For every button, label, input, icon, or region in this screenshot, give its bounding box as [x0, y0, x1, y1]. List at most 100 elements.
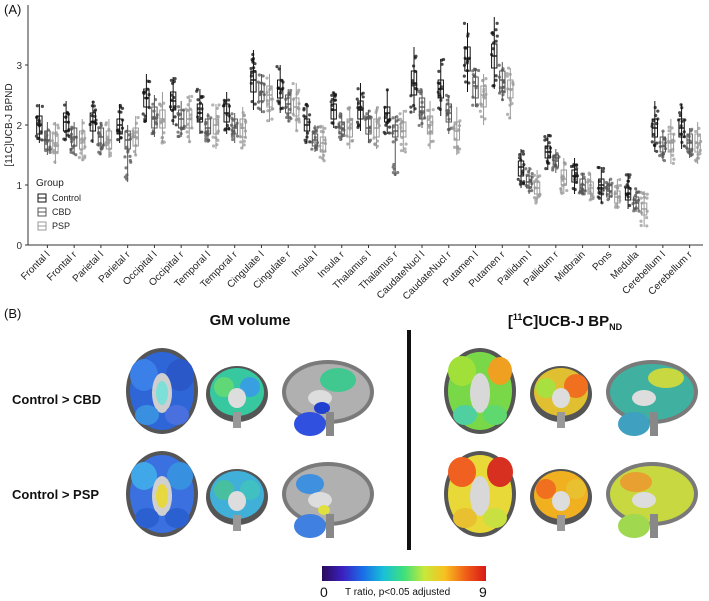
data-point — [97, 150, 101, 154]
box — [231, 118, 238, 135]
data-point — [242, 143, 246, 147]
data-point — [575, 166, 579, 171]
data-point — [83, 154, 87, 158]
data-point — [628, 187, 632, 191]
data-point — [291, 81, 295, 86]
data-point — [491, 31, 495, 35]
data-point — [497, 63, 501, 67]
data-point — [143, 117, 147, 121]
data-point — [173, 115, 177, 119]
brain-gm-cbd-sagittal — [282, 360, 374, 436]
data-point — [650, 140, 654, 144]
data-point — [678, 113, 682, 118]
box — [499, 70, 506, 93]
data-point — [74, 153, 78, 157]
brain-ucbj-cbd-coronal — [530, 366, 592, 428]
data-point — [119, 136, 123, 140]
x-tick-label: Insula l — [290, 249, 320, 279]
data-point — [596, 165, 600, 170]
data-point — [476, 68, 481, 73]
data-point — [257, 73, 261, 77]
data-point — [414, 54, 418, 58]
data-point — [227, 98, 231, 102]
data-point — [569, 164, 574, 169]
data-point — [639, 219, 643, 223]
data-point — [123, 155, 127, 159]
data-point — [342, 128, 346, 132]
data-point — [521, 152, 526, 156]
data-point — [645, 216, 649, 220]
chart-legend: Group Control CBD PSP — [36, 178, 81, 231]
data-point — [265, 76, 269, 80]
data-point — [338, 112, 342, 116]
data-point — [261, 74, 265, 78]
data-point — [318, 124, 323, 128]
data-point — [217, 103, 221, 107]
data-point — [129, 160, 133, 164]
data-point — [211, 144, 216, 148]
data-point — [403, 147, 407, 151]
data-point — [690, 152, 694, 156]
data-point — [582, 192, 586, 196]
box — [480, 85, 487, 108]
data-point — [216, 138, 220, 142]
data-point — [387, 131, 391, 135]
data-point — [444, 93, 449, 97]
data-point — [108, 151, 112, 155]
data-point — [346, 142, 350, 146]
data-point — [655, 149, 659, 154]
brain-gm-psp-sagittal — [282, 462, 374, 538]
data-point — [303, 115, 307, 119]
data-point — [162, 140, 166, 144]
brain-ucbj-cbd-axial — [444, 348, 516, 434]
box — [266, 85, 273, 108]
data-point — [628, 173, 632, 177]
y-axis-label: [11C]UCB-J BPND — [4, 83, 15, 166]
data-point — [266, 119, 270, 123]
data-point — [456, 150, 460, 154]
data-point — [230, 112, 234, 116]
data-point — [462, 21, 467, 26]
data-point — [667, 125, 671, 129]
data-point — [333, 92, 338, 96]
box — [116, 118, 123, 135]
box — [384, 106, 391, 123]
data-point — [66, 133, 70, 137]
data-point — [409, 105, 413, 109]
data-point — [618, 183, 623, 188]
data-point — [559, 190, 563, 194]
data-point — [258, 93, 262, 97]
data-point — [555, 152, 559, 156]
data-point — [311, 130, 315, 134]
data-point — [544, 166, 548, 171]
data-point — [361, 91, 365, 95]
data-point — [694, 129, 698, 134]
colorbar-min-label: 0 — [320, 584, 328, 600]
data-point — [368, 115, 372, 119]
data-point — [71, 145, 75, 149]
data-point — [495, 21, 499, 25]
data-point — [439, 85, 443, 89]
data-point — [249, 81, 253, 85]
data-point — [391, 165, 395, 169]
data-point — [656, 109, 660, 113]
gm-volume-title: GM volume — [209, 312, 291, 329]
data-point — [242, 139, 246, 143]
data-point — [333, 98, 338, 102]
data-point — [516, 177, 520, 181]
data-point — [174, 123, 178, 127]
data-point — [399, 142, 403, 146]
box — [517, 160, 525, 177]
data-point — [411, 79, 415, 83]
data-point — [314, 128, 319, 132]
data-point — [146, 79, 150, 83]
legend-entry: PSP — [52, 221, 70, 231]
box — [204, 118, 212, 135]
data-point — [632, 209, 636, 213]
data-point — [231, 137, 235, 142]
data-point — [452, 145, 457, 149]
panel-a-label: (A) — [4, 2, 22, 17]
data-point — [261, 110, 266, 114]
data-point — [645, 196, 649, 200]
data-point — [289, 88, 293, 93]
